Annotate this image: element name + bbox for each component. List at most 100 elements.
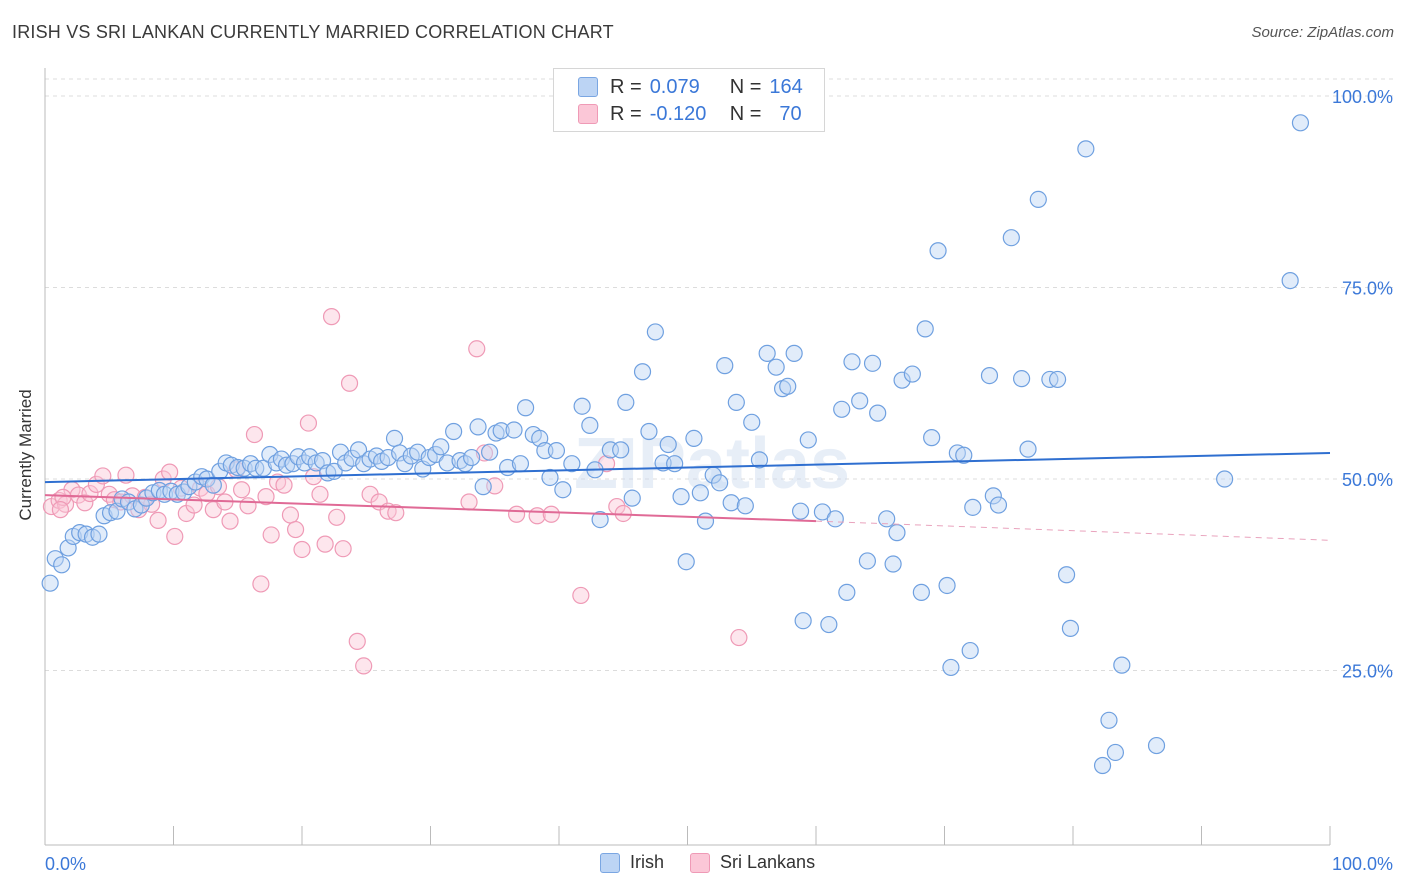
srilankan-point xyxy=(51,501,70,519)
y-tick-label: 25.0% xyxy=(1342,662,1393,682)
irish-point xyxy=(481,443,499,461)
irish-point xyxy=(1100,711,1118,729)
srilankan-point xyxy=(340,374,359,392)
irish-point xyxy=(903,365,921,383)
irish-point xyxy=(1019,440,1037,458)
irish-point xyxy=(923,429,941,447)
srilankan-point xyxy=(528,507,546,525)
irish-point xyxy=(843,353,861,371)
x-tick-label: 0.0% xyxy=(45,854,86,874)
irish-point xyxy=(711,474,729,492)
irish-point xyxy=(640,422,658,441)
irish-point xyxy=(893,371,911,389)
irish-point xyxy=(229,458,247,477)
srilankan-point xyxy=(239,497,257,515)
irish-point xyxy=(869,404,887,422)
axes xyxy=(44,68,1331,846)
irish-point xyxy=(1057,566,1076,584)
irish-point xyxy=(785,344,803,362)
irish-point xyxy=(750,451,769,469)
srilankan-point xyxy=(572,586,590,605)
irish-point xyxy=(826,510,844,528)
irish-point xyxy=(623,489,641,507)
irish-point xyxy=(791,502,810,520)
irish-point xyxy=(242,455,260,473)
srilankan-point xyxy=(76,494,94,512)
irish-point xyxy=(633,363,652,381)
irish-point xyxy=(736,497,754,515)
legend-n-label: N = xyxy=(729,75,762,98)
srilankan-point xyxy=(233,481,251,499)
irish-point xyxy=(646,323,664,341)
irish-point xyxy=(277,456,296,474)
srilankan-point xyxy=(257,488,275,506)
srilankan-point xyxy=(730,628,748,647)
legend-r-label: R = xyxy=(610,75,642,98)
irish-point xyxy=(516,399,535,417)
irish-point xyxy=(301,448,319,466)
legend-n-label: N = xyxy=(729,102,762,125)
irish-point xyxy=(677,553,695,571)
irish-point xyxy=(666,455,684,473)
srilankan-point xyxy=(507,505,526,523)
source-label: Source: ZipAtlas.com xyxy=(1251,24,1394,41)
srilankan-point xyxy=(161,463,179,481)
irish-point xyxy=(1048,370,1067,389)
irish-point xyxy=(1281,272,1299,290)
srilankan-point xyxy=(221,512,239,530)
irish-point xyxy=(469,418,487,436)
irish-point xyxy=(758,344,776,362)
irish-point xyxy=(884,555,902,573)
irish-point xyxy=(779,377,797,395)
irish-point xyxy=(432,438,450,456)
srilankan-point xyxy=(322,308,341,326)
irish-point xyxy=(942,658,960,677)
irish-point xyxy=(581,416,599,434)
irish-point xyxy=(1106,743,1125,762)
srilankan-point xyxy=(542,505,560,523)
series-legend-label: Irish xyxy=(630,852,665,872)
irish-point xyxy=(554,481,572,499)
irish-point xyxy=(1061,619,1080,637)
irish-point xyxy=(445,422,463,441)
irish-point xyxy=(463,448,481,467)
y-tick-label: 75.0% xyxy=(1342,279,1393,299)
irish-point xyxy=(799,431,817,449)
legend-n-value-irish: 164 xyxy=(769,75,803,98)
srilankan-point xyxy=(328,508,346,526)
irish-point xyxy=(505,421,523,439)
irish-point xyxy=(916,320,934,338)
chart-title: IRISH VS SRI LANKAN CURRENTLY MARRIED CO… xyxy=(12,22,614,42)
legend-r-value-irish: 0.079 xyxy=(649,75,700,98)
irish-point xyxy=(1012,370,1031,388)
irish-point xyxy=(743,413,761,431)
irish-point xyxy=(492,422,510,440)
irish-point xyxy=(685,429,703,448)
srilankan-point xyxy=(299,414,318,432)
irish-point xyxy=(794,612,812,630)
irish-point xyxy=(547,442,566,460)
irish-point xyxy=(71,524,89,542)
series-legend-irish[interactable]: Irish xyxy=(600,852,664,873)
tick-labels: 25.0% 50.0% 75.0% 100.0% 0.0% 100.0% xyxy=(45,87,1393,874)
series-legend-srilankan[interactable]: Sri Lankans xyxy=(690,852,815,873)
legend-r-value-srilankan: -0.120 xyxy=(649,102,707,125)
srilankan-point xyxy=(311,485,329,503)
irish-point xyxy=(858,552,877,570)
irish-point xyxy=(385,429,404,448)
irish-point xyxy=(989,496,1008,514)
irish-point xyxy=(41,574,59,592)
srilankan-point xyxy=(245,425,264,444)
correlation-legend: R = 0.079 N = 164 R = -0.120 N = 70 xyxy=(553,68,825,132)
srilankan-point xyxy=(355,657,373,675)
srilankan-point xyxy=(387,504,405,522)
irish-point xyxy=(820,615,838,634)
irish-point xyxy=(90,525,108,543)
srilankan-point xyxy=(252,575,270,593)
irish-point xyxy=(612,441,630,459)
irish-point xyxy=(716,357,734,375)
irish-point xyxy=(878,510,896,528)
series-legend: Irish Sri Lankans xyxy=(600,852,841,873)
irish-point xyxy=(929,242,947,260)
